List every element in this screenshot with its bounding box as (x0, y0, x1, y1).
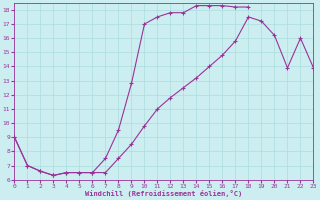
X-axis label: Windchill (Refroidissement éolien,°C): Windchill (Refroidissement éolien,°C) (85, 190, 243, 197)
